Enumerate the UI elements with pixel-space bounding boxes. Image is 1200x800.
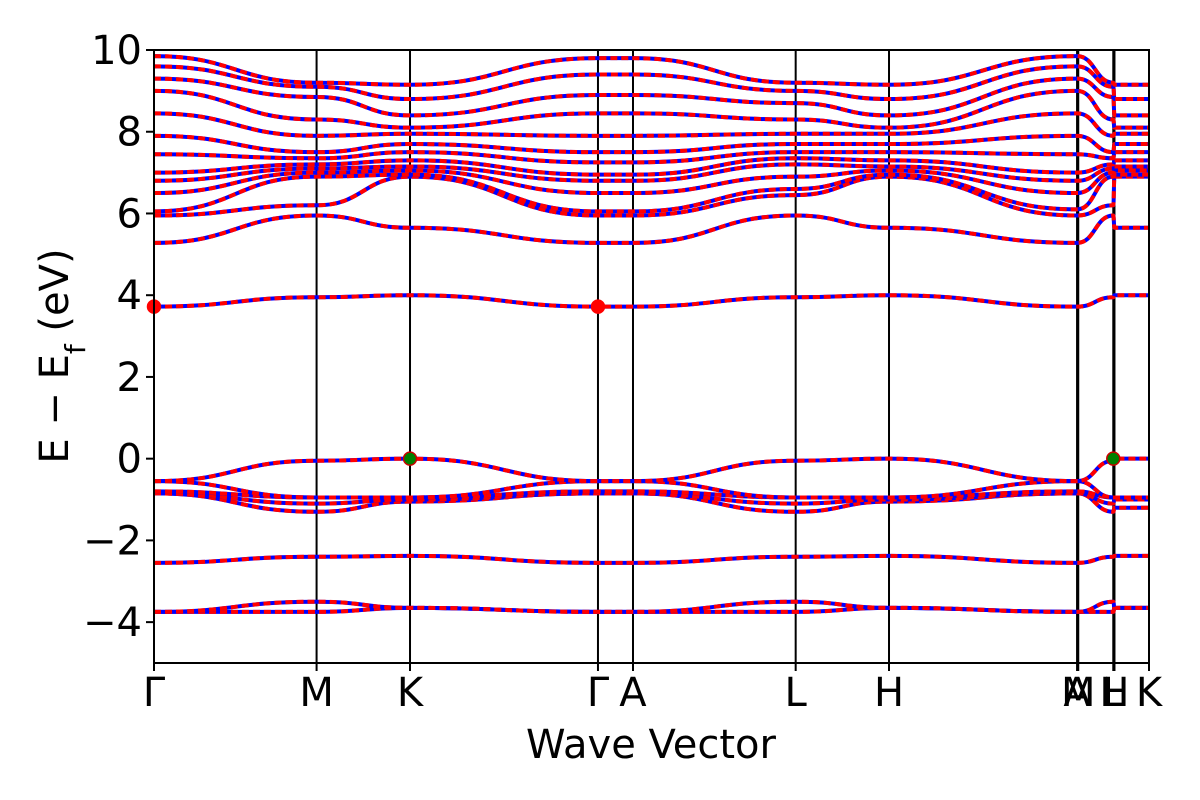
band-1-line-1 xyxy=(153,599,1149,614)
x-tick-label-10: H xyxy=(1099,670,1129,716)
band-6-line-0 xyxy=(153,479,1149,500)
band-11-line-1 xyxy=(153,172,1149,214)
band-2-line-1 xyxy=(153,553,1149,565)
highlight-point-3 xyxy=(1106,451,1121,466)
x-axis-ticks: Γ M K Γ A L H AM LH K xyxy=(143,663,1164,716)
band-4-line-1 xyxy=(153,491,1149,506)
y-tick-label-7: 10 xyxy=(91,28,142,74)
x-axis-label: Wave Vector xyxy=(526,722,777,768)
band-3-line-1 xyxy=(153,491,1149,514)
band-10-line-1 xyxy=(153,174,1149,218)
x-tick-label-3: Γ xyxy=(587,670,610,716)
y-axis-label: E − Ef (eV) xyxy=(32,248,92,463)
x-tick-label-7: A xyxy=(1063,670,1091,716)
band-17-line-1 xyxy=(153,111,1149,138)
band-21-line-1 xyxy=(153,54,1149,87)
x-tick-label-9: L xyxy=(1102,670,1125,716)
plot-background xyxy=(154,50,1149,663)
band-13-line-1 xyxy=(153,162,1149,183)
y-tick-label-5: 6 xyxy=(117,191,142,237)
band-16-line-1 xyxy=(153,133,1149,155)
highlight-point-1 xyxy=(590,299,606,314)
band-8-line-1 xyxy=(153,293,1149,309)
x-tick-label-8: M xyxy=(1061,670,1096,716)
y-axis-label-main: E − E xyxy=(32,354,78,464)
plot-area xyxy=(154,50,1149,663)
band-12-line-1 xyxy=(153,168,1149,196)
y-tick-label-2: 0 xyxy=(117,437,142,483)
band-9-line-1 xyxy=(153,213,1149,245)
highlight-point-2 xyxy=(402,451,418,466)
x-tick-label-6: H xyxy=(874,670,904,716)
band-14-line-1 xyxy=(153,156,1149,177)
y-tick-label-4: 4 xyxy=(117,273,142,319)
x-tick-label-1: M xyxy=(299,670,334,716)
y-tick-label-6: 8 xyxy=(117,110,142,156)
x-tick-label-4: A xyxy=(619,670,647,716)
x-tick-label-11: K xyxy=(1136,670,1164,716)
y-axis-label-subscript: f xyxy=(59,343,92,354)
axes-frame xyxy=(153,49,1150,664)
x-tick-label-0: Γ xyxy=(143,670,166,716)
y-tick-label-0: −4 xyxy=(83,600,142,646)
y-axis-label-unit: (eV) xyxy=(32,248,78,344)
x-tick-label-2: K xyxy=(397,670,425,716)
highlight-points xyxy=(146,299,1121,466)
axes-border xyxy=(153,49,1150,664)
band-0-line-1 xyxy=(154,605,1149,614)
y-tick-label-1: −2 xyxy=(83,518,142,564)
x-tick-label-5: L xyxy=(785,670,808,716)
band-19-line-1 xyxy=(153,76,1149,118)
band-15-line-1 xyxy=(153,150,1149,165)
band-20-line-1 xyxy=(153,64,1149,102)
band-18-line-1 xyxy=(153,88,1149,130)
y-tick-label-3: 2 xyxy=(117,355,142,401)
y-axis-ticks: −4 −2 0 2 4 6 8 10 xyxy=(83,28,154,646)
